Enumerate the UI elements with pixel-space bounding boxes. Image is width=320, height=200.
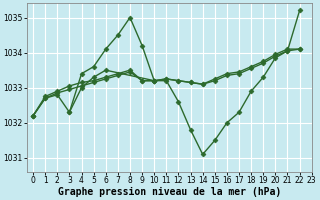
X-axis label: Graphe pression niveau de la mer (hPa): Graphe pression niveau de la mer (hPa) [58, 186, 281, 197]
